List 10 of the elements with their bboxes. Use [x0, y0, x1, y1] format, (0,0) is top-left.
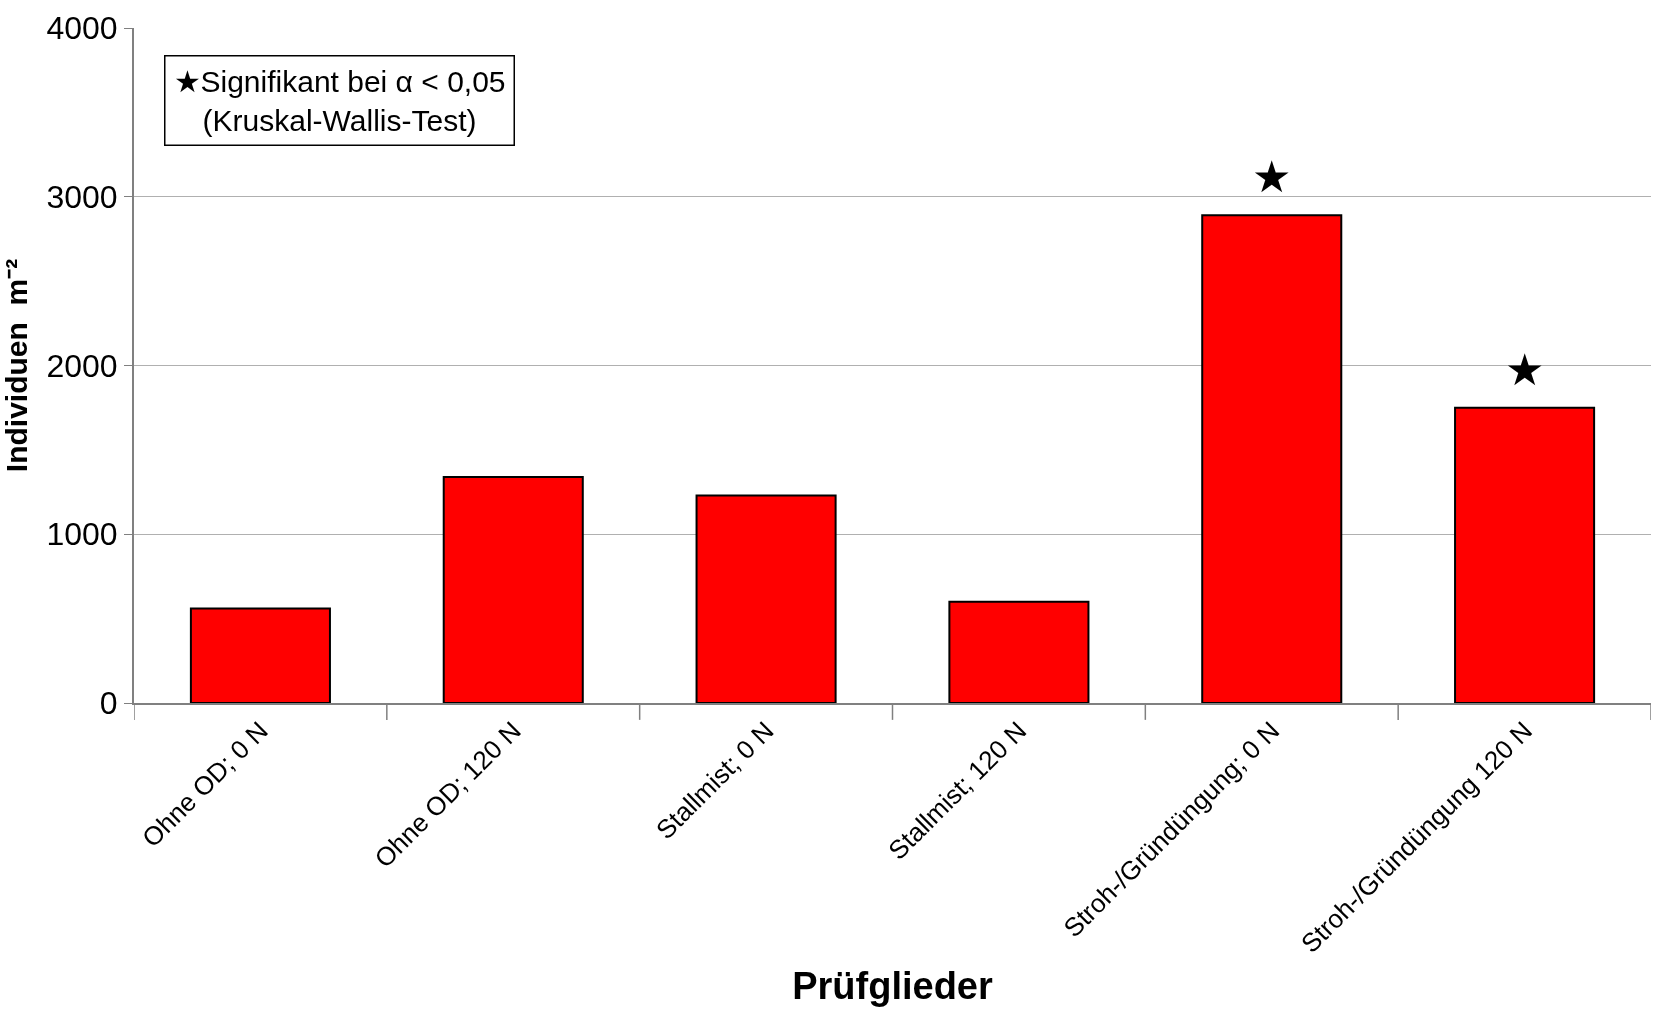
y-tick-label: 4000 — [46, 10, 118, 47]
y-tick-label: 2000 — [46, 347, 118, 384]
annotation: ★Signifikant bei α < 0,05 (Kruskal-Wallis-Test) — [173, 64, 506, 137]
x-axis-title: Prüfglieder — [792, 965, 993, 1008]
y-tick-label: 0 — [99, 685, 118, 722]
y-axis-title: Individuen m⁻² — [0, 258, 33, 473]
y-tick-label: 3000 — [46, 178, 118, 215]
annotation: ★ — [1505, 345, 1544, 394]
annotation: ★ — [1252, 152, 1291, 201]
y-tick-label: 1000 — [46, 516, 118, 553]
